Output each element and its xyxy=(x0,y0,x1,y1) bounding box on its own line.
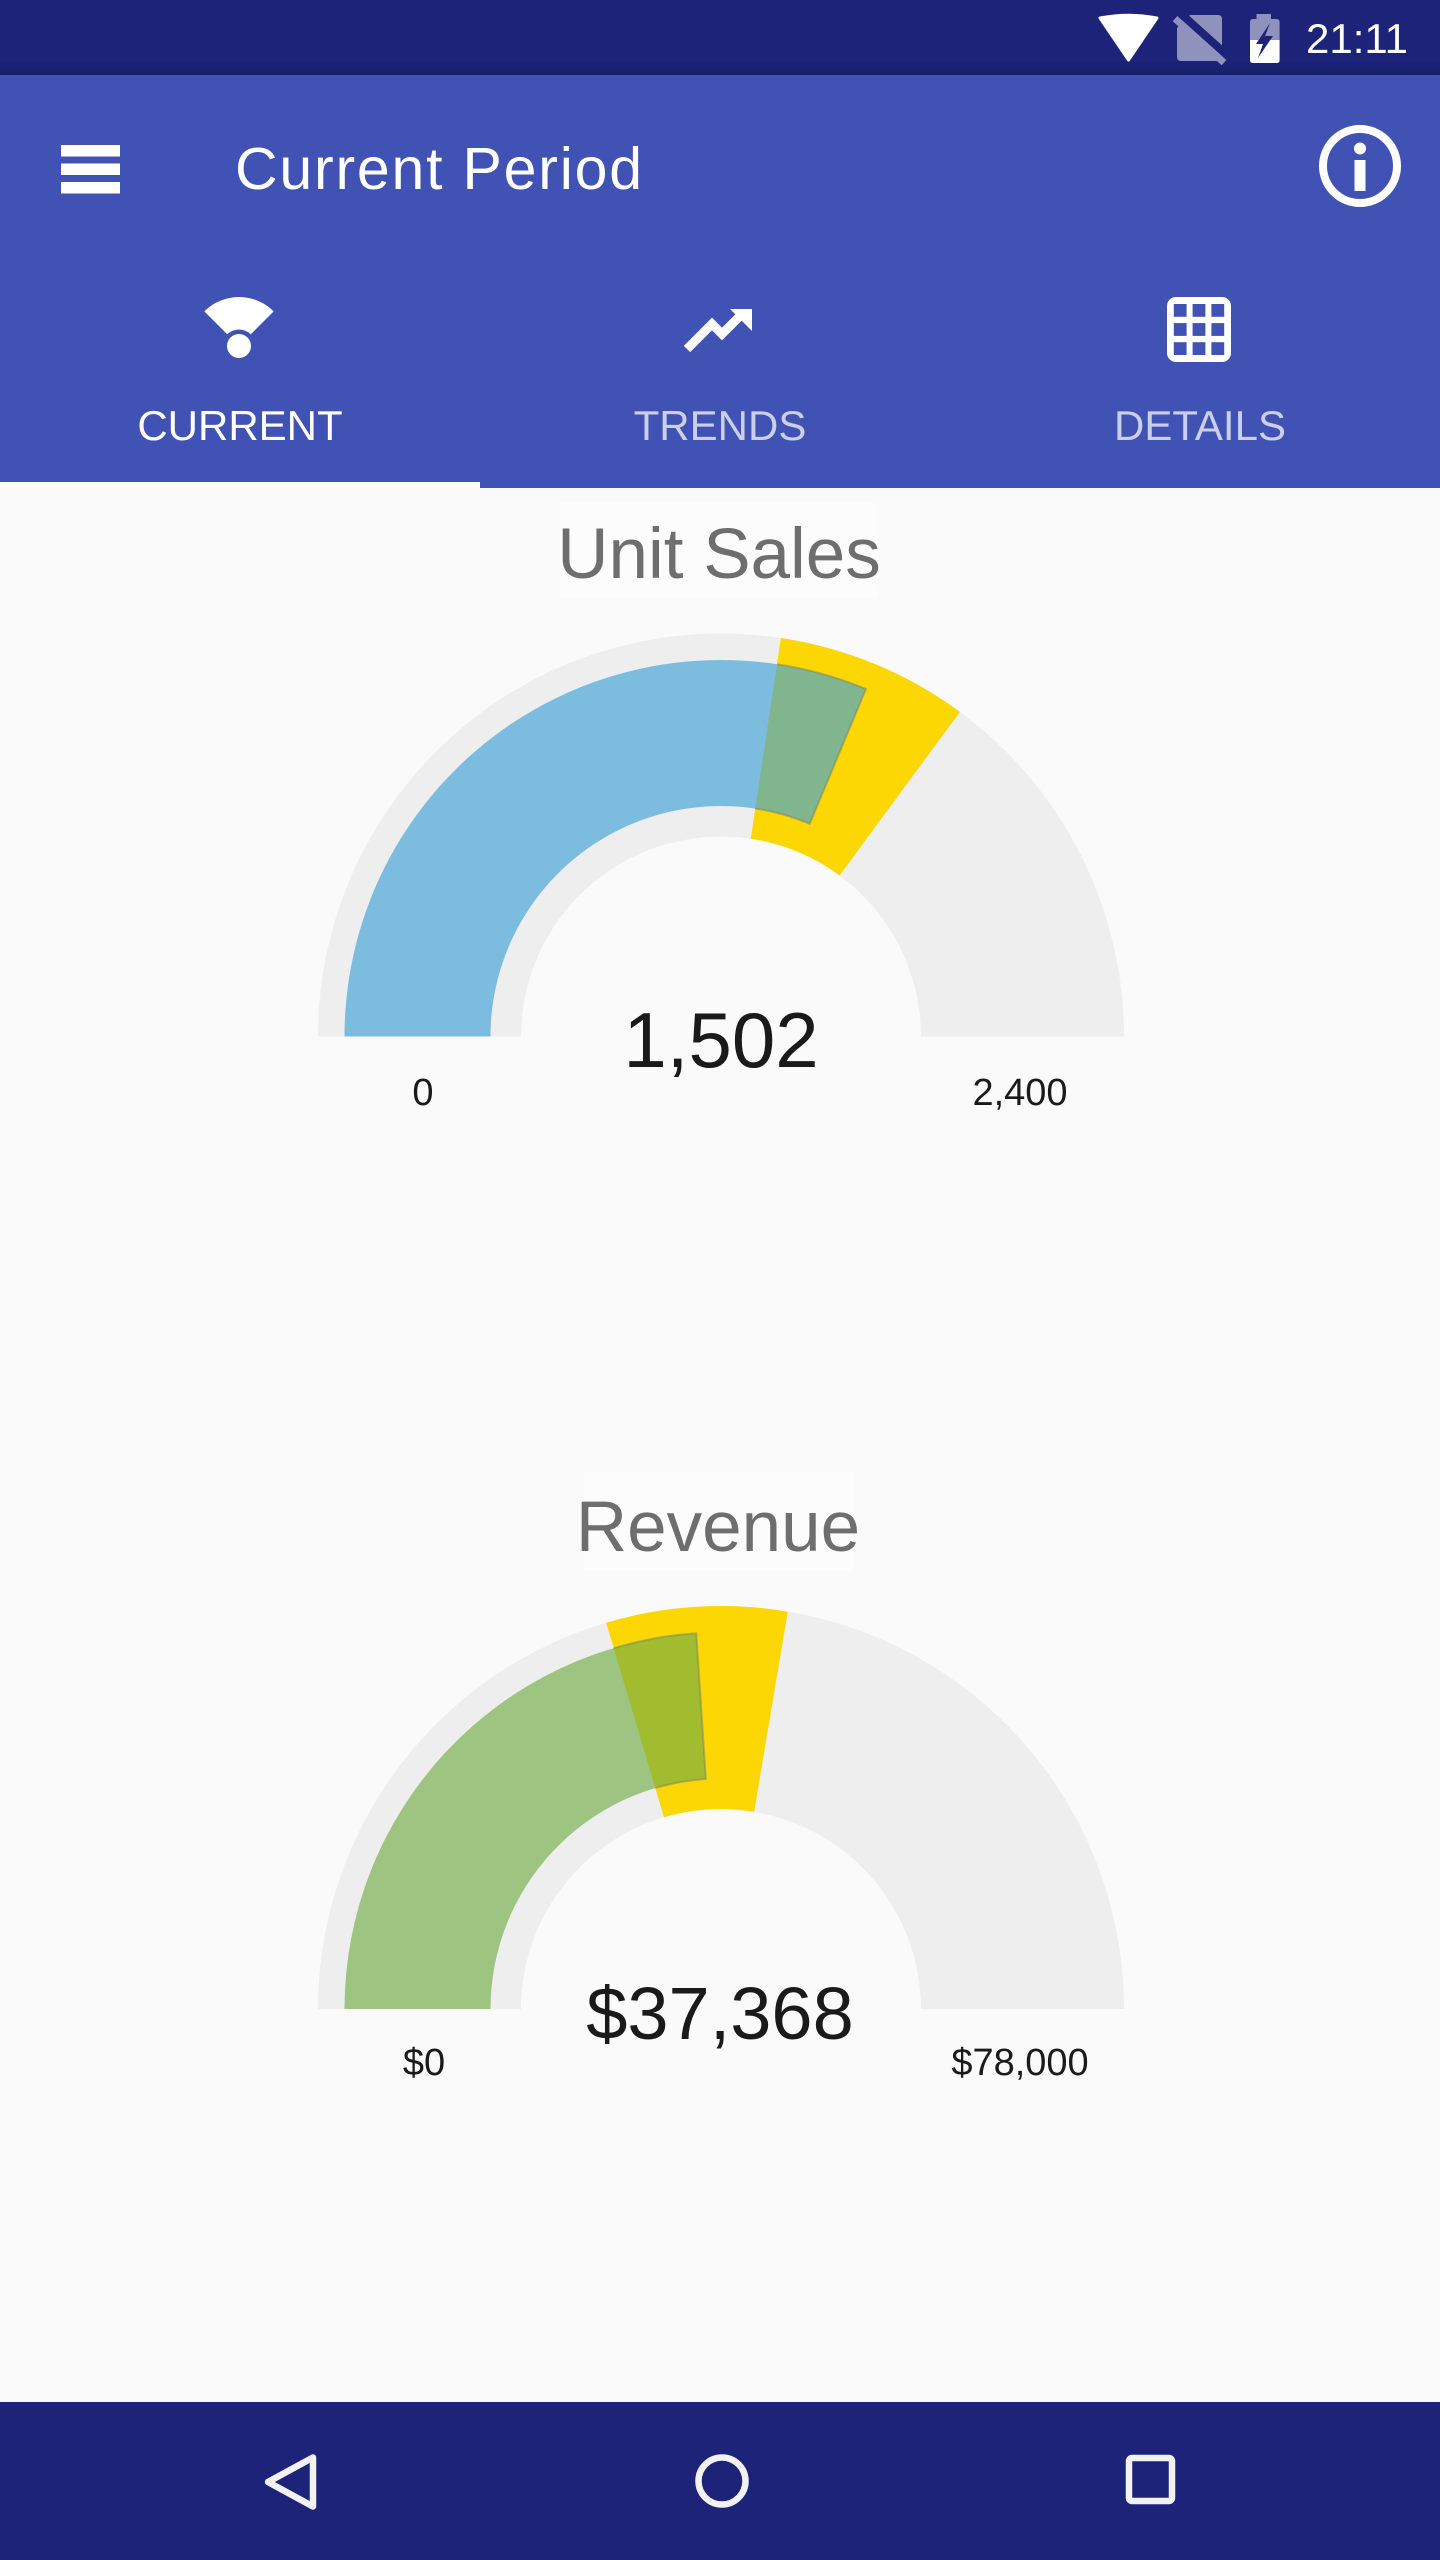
svg-text:$0: $0 xyxy=(403,2042,445,2084)
svg-text:TRENDS: TRENDS xyxy=(634,402,807,449)
svg-text:21:11: 21:11 xyxy=(1306,15,1408,62)
svg-text:1,502: 1,502 xyxy=(623,996,818,1084)
svg-text:2,400: 2,400 xyxy=(972,1072,1067,1114)
svg-text:Unit Sales: Unit Sales xyxy=(557,515,881,594)
svg-text:Revenue: Revenue xyxy=(576,1488,860,1567)
svg-text:$78,000: $78,000 xyxy=(951,2042,1088,2084)
svg-text:Current Period: Current Period xyxy=(235,136,644,202)
svg-text:CURRENT: CURRENT xyxy=(137,402,342,449)
svg-text:$37,368: $37,368 xyxy=(586,1972,854,2055)
svg-text:DETAILS: DETAILS xyxy=(1114,402,1286,449)
svg-text:0: 0 xyxy=(412,1072,433,1114)
